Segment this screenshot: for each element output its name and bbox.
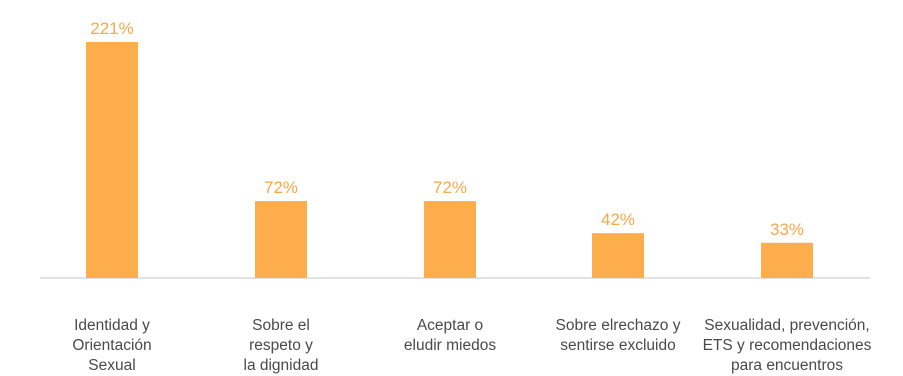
value-label-4: 33% xyxy=(770,220,804,239)
category-label-3: Sobre elrechazo y sentirse excluido xyxy=(556,317,681,354)
category-label-line: respeto y xyxy=(249,337,313,354)
category-label-line: para encuentros xyxy=(731,357,843,374)
bars-group xyxy=(86,42,813,278)
category-label-0: Identidad y Orientación Sexual xyxy=(72,317,151,374)
bar-4 xyxy=(761,242,813,278)
category-label-line: Sobre elrechazo y xyxy=(556,317,681,334)
category-label-line: eludir miedos xyxy=(404,337,496,354)
category-label-4: Sexualidad, prevención, ETS y recomendaci… xyxy=(703,317,872,374)
category-label-line: la dignidad xyxy=(244,357,319,374)
category-label-line: Orientación xyxy=(72,337,151,354)
category-labels-group: Identidad y Orientación Sexual Sobre el resp… xyxy=(72,317,871,374)
value-label-1: 72% xyxy=(264,178,298,197)
value-labels-group: 221% 72% 72% 42% 33% xyxy=(90,19,804,239)
category-label-line: sentirse excluido xyxy=(560,337,675,354)
bar-1 xyxy=(255,201,307,278)
value-label-0: 221% xyxy=(90,19,133,38)
value-label-3: 42% xyxy=(601,210,635,229)
category-label-line: Sobre el xyxy=(252,317,310,334)
category-label-2: Aceptar o eludir miedos xyxy=(404,317,496,354)
value-label-2: 72% xyxy=(433,178,467,197)
category-label-line: Aceptar o xyxy=(417,317,483,334)
bar-0 xyxy=(86,42,138,278)
category-label-line: ETS y recomendaciones xyxy=(703,337,872,354)
category-label-1: Sobre el respeto y la dignidad xyxy=(244,317,319,374)
category-label-line: Sexual xyxy=(88,357,135,374)
category-label-line: Identidad y xyxy=(74,317,150,334)
bar-2 xyxy=(424,201,476,278)
bar-3 xyxy=(592,233,644,278)
category-label-line: Sexualidad, prevención, xyxy=(704,317,869,334)
